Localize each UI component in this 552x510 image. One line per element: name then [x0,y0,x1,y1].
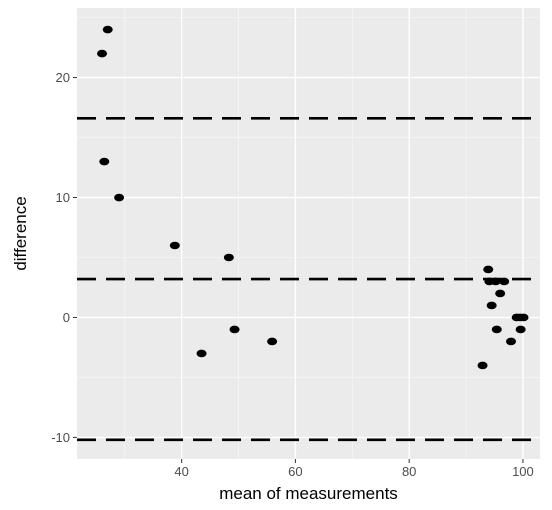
data-point [223,253,234,262]
data-point [114,193,125,202]
data-point [483,265,494,274]
x-tick-label: 80 [402,464,416,479]
data-point [99,157,110,166]
x-tick-label: 40 [174,464,188,479]
data-point [499,277,510,286]
y-tick-label: 20 [56,70,70,85]
data-point [515,325,526,334]
y-tick-label: -10 [51,430,70,445]
major-gridlines [77,8,540,459]
data-point [495,289,506,298]
minor-gridlines [77,8,540,459]
data-point [477,361,488,370]
y-axis-ticks: -10 0 10 20 [51,70,77,445]
data-point [518,313,529,322]
x-tick-label: 100 [512,464,534,479]
x-tick-label: 60 [288,464,302,479]
data-point [491,325,502,334]
y-tick-label: 0 [63,310,70,325]
reference-lines [77,117,540,442]
x-axis-title: mean of measurements [219,484,398,503]
data-point [486,301,497,310]
y-tick-label: 10 [56,190,70,205]
x-axis-ticks: 40 60 80 100 [174,459,534,479]
data-point [196,349,207,358]
data-point [229,325,240,334]
y-axis-title: difference [11,196,30,270]
data-point [169,241,180,250]
data-point [490,277,501,286]
data-point [267,337,278,346]
data-points [97,25,529,370]
data-point [102,25,113,34]
data-point [505,337,516,346]
plot-panel [77,8,540,459]
data-point [97,49,108,58]
